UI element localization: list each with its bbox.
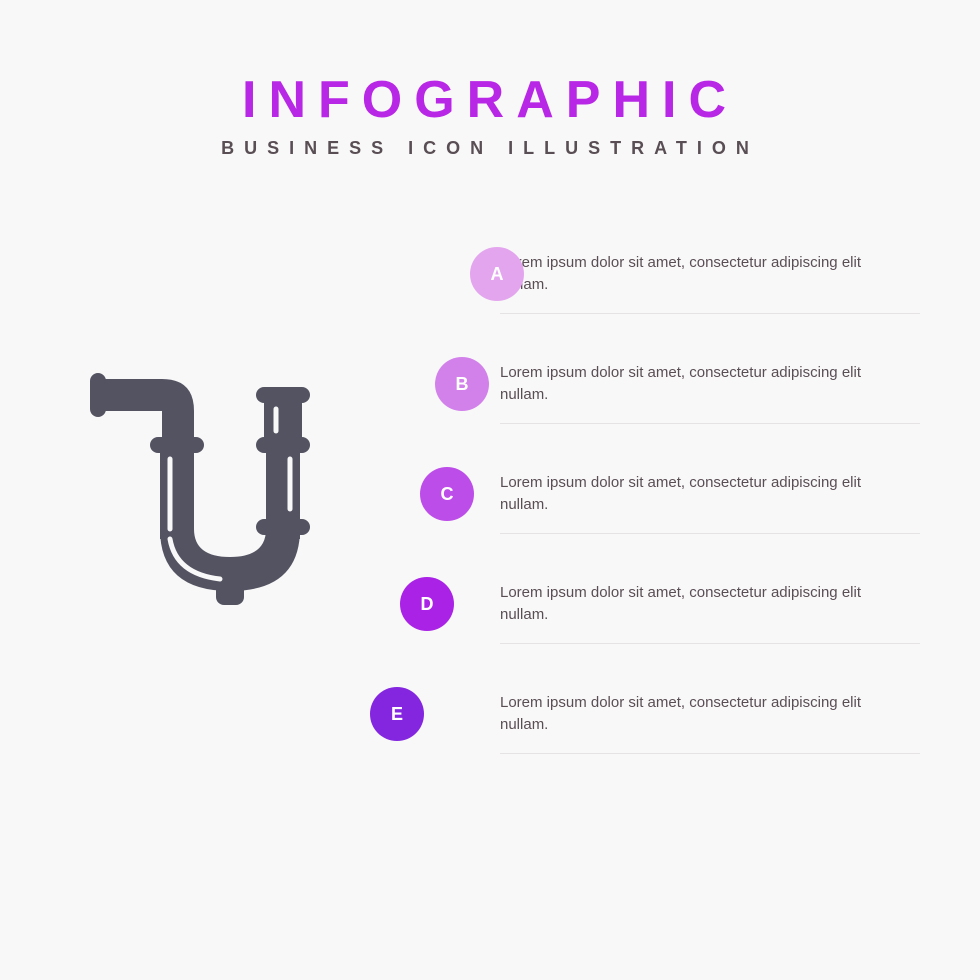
main-title: INFOGRAPHIC — [0, 70, 980, 130]
list-text: Lorem ipsum dolor sit amet, consectetur … — [500, 344, 920, 425]
list-text: Lorem ipsum dolor sit amet, consectetur … — [500, 564, 920, 645]
list-item: E Lorem ipsum dolor sit amet, consectetu… — [400, 659, 920, 769]
list-item: B Lorem ipsum dolor sit amet, consectetu… — [400, 329, 920, 439]
bullet-b: B — [435, 357, 489, 411]
list-text: Lorem ipsum dolor sit amet, consectetur … — [500, 674, 920, 755]
content-area: A Lorem ipsum dolor sit amet, consectetu… — [0, 219, 980, 919]
list-text: Lorem ipsum dolor sit amet, consectetur … — [500, 234, 920, 315]
header: INFOGRAPHIC BUSINESS ICON ILLUSTRATION — [0, 0, 980, 159]
bullet-e: E — [370, 687, 424, 741]
list-text: Lorem ipsum dolor sit amet, consectetur … — [500, 454, 920, 535]
bullet-d: D — [400, 577, 454, 631]
list-item: A Lorem ipsum dolor sit amet, consectetu… — [400, 219, 920, 329]
bullet-list: A Lorem ipsum dolor sit amet, consectetu… — [400, 219, 920, 769]
bullet-a: A — [470, 247, 524, 301]
list-item: D Lorem ipsum dolor sit amet, consectetu… — [400, 549, 920, 659]
pipe-plumbing-icon — [90, 359, 390, 619]
list-item: C Lorem ipsum dolor sit amet, consectetu… — [400, 439, 920, 549]
bullet-c: C — [420, 467, 474, 521]
sub-title: BUSINESS ICON ILLUSTRATION — [0, 138, 980, 159]
